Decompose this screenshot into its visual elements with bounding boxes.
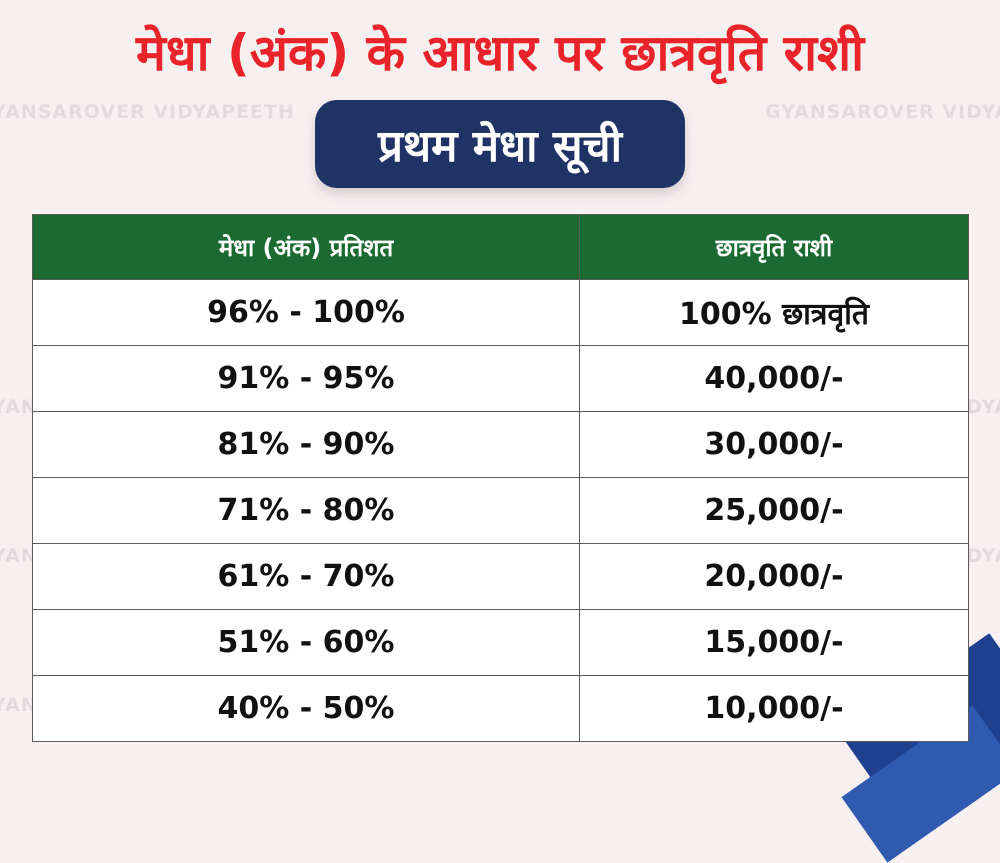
watermark-text: GYANSAROVER VIDYAPEETH xyxy=(765,101,1000,123)
table-row: 40% - 50% 10,000/- xyxy=(32,675,969,742)
merit-range-cell: 96% - 100% xyxy=(32,279,580,346)
scholarship-amount-cell: 40,000/- xyxy=(579,345,969,412)
subtitle-badge: प्रथम मेधा सूची xyxy=(315,100,685,188)
scholarship-amount-cell: 10,000/- xyxy=(579,675,969,742)
scholarship-amount-cell: 15,000/- xyxy=(579,609,969,676)
scholarship-table: मेधा (अंक) प्रतिशत छात्रवृति राशी 96% - … xyxy=(32,214,969,742)
merit-range-cell: 91% - 95% xyxy=(32,345,580,412)
header-scholarship-amount: छात्रवृति राशी xyxy=(579,214,969,280)
table-row: 51% - 60% 15,000/- xyxy=(32,609,969,676)
watermark-text: GYANSAROVER VIDYAPEETH xyxy=(0,101,295,123)
table-row: 81% - 90% 30,000/- xyxy=(32,411,969,478)
table-row: 91% - 95% 40,000/- xyxy=(32,345,969,412)
scholarship-amount-cell: 100% छात्रवृति xyxy=(579,279,969,346)
table-row: 96% - 100% 100% छात्रवृति xyxy=(32,279,969,346)
merit-range-cell: 81% - 90% xyxy=(32,411,580,478)
merit-range-cell: 61% - 70% xyxy=(32,543,580,610)
scholarship-amount-cell: 20,000/- xyxy=(579,543,969,610)
merit-range-cell: 51% - 60% xyxy=(32,609,580,676)
scholarship-amount-cell: 30,000/- xyxy=(579,411,969,478)
merit-range-cell: 71% - 80% xyxy=(32,477,580,544)
table-row: 71% - 80% 25,000/- xyxy=(32,477,969,544)
header-merit-percentage: मेधा (अंक) प्रतिशत xyxy=(32,214,580,280)
subtitle-text: प्रथम मेधा सूची xyxy=(378,121,622,172)
table-row: 61% - 70% 20,000/- xyxy=(32,543,969,610)
page-title: मेधा (अंक) के आधार पर छात्रवृति राशी xyxy=(135,24,865,82)
merit-range-cell: 40% - 50% xyxy=(32,675,580,742)
scholarship-amount-cell: 25,000/- xyxy=(579,477,969,544)
table-header-row: मेधा (अंक) प्रतिशत छात्रवृति राशी xyxy=(32,214,969,280)
